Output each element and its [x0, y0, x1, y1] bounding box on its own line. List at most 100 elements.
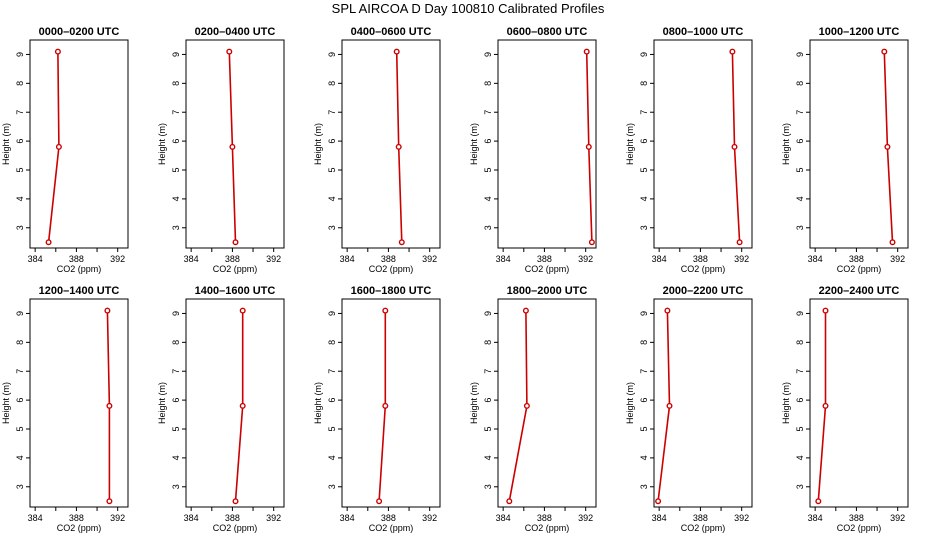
panel-11: 2000–2200 UTC 384 388 392 3 4 5 6 7 8 9 CO2 (ppm) He… — [625, 285, 753, 533]
x-tick-label: 384 — [28, 513, 43, 523]
x-axis-label: CO2 (ppm) — [525, 264, 570, 274]
y-tick-label: 3 — [327, 484, 337, 489]
x-tick-label: 392 — [578, 254, 593, 264]
data-point — [104, 307, 111, 314]
y-tick-label: 5 — [483, 426, 493, 431]
plot-frame — [341, 298, 441, 508]
y-tick-label: 7 — [639, 110, 649, 115]
data-point — [226, 48, 233, 55]
data-point — [229, 143, 236, 150]
plot-frame — [341, 39, 441, 249]
y-tick-label: 4 — [795, 455, 805, 460]
y-axis-label: Height (m) — [625, 123, 635, 165]
panel-title: 1800–2000 UTC — [507, 285, 588, 297]
panel-title: 0600–0800 UTC — [507, 26, 588, 38]
y-axis-label: Height (m) — [1, 123, 11, 165]
panel-4: 0600–0800 UTC 384 388 392 3 4 5 6 7 8 9 CO2 (ppm) He… — [469, 26, 597, 274]
x-axis-label: CO2 (ppm) — [57, 264, 102, 274]
y-tick-label: 6 — [483, 139, 493, 144]
panel-10: 1800–2000 UTC 384 388 392 3 4 5 6 7 8 9 CO2 (ppm) He… — [469, 285, 597, 533]
plot-frame — [497, 298, 597, 508]
y-tick-label: 6 — [171, 139, 181, 144]
data-point — [588, 239, 595, 246]
data-point — [382, 307, 389, 314]
panel-title: 1000–1200 UTC — [819, 26, 900, 38]
data-point — [664, 307, 671, 314]
y-axis-label: Height (m) — [469, 382, 479, 424]
data-point — [666, 402, 673, 409]
y-tick-label: 4 — [15, 196, 25, 201]
y-tick-label: 9 — [483, 52, 493, 57]
y-tick-label: 7 — [795, 110, 805, 115]
y-tick-label: 6 — [795, 398, 805, 403]
data-point — [815, 498, 822, 505]
y-tick-label: 8 — [327, 340, 337, 345]
data-point — [889, 239, 896, 246]
data-point — [822, 402, 829, 409]
plot-frame — [29, 298, 129, 508]
panel-title: 2000–2200 UTC — [663, 285, 744, 297]
y-tick-label: 7 — [15, 110, 25, 115]
x-tick-label: 388 — [693, 513, 708, 523]
y-tick-label: 8 — [327, 81, 337, 86]
y-tick-label: 8 — [639, 340, 649, 345]
y-tick-label: 8 — [15, 340, 25, 345]
y-tick-label: 5 — [483, 167, 493, 172]
y-tick-label: 5 — [15, 426, 25, 431]
y-tick-label: 9 — [795, 311, 805, 316]
y-tick-label: 9 — [327, 52, 337, 57]
y-tick-label: 7 — [171, 110, 181, 115]
data-point — [522, 307, 529, 314]
x-axis-label: CO2 (ppm) — [369, 523, 414, 533]
y-tick-label: 7 — [327, 369, 337, 374]
y-tick-label: 4 — [795, 196, 805, 201]
y-tick-label: 9 — [639, 52, 649, 57]
data-point — [393, 48, 400, 55]
data-point — [106, 402, 113, 409]
y-axis-label: Height (m) — [313, 123, 323, 165]
x-tick-label: 392 — [266, 254, 281, 264]
x-tick-label: 384 — [808, 513, 823, 523]
panel-title: 0400–0600 UTC — [351, 26, 432, 38]
data-point — [239, 307, 246, 314]
data-point — [583, 48, 590, 55]
panel-8: 1400–1600 UTC 384 388 392 3 4 5 6 7 8 9 CO2 (ppm) He… — [157, 285, 285, 533]
y-tick-label: 9 — [15, 52, 25, 57]
data-point — [585, 143, 592, 150]
x-tick-label: 384 — [496, 513, 511, 523]
y-tick-label: 4 — [639, 196, 649, 201]
x-tick-label: 392 — [734, 513, 749, 523]
x-axis-label: CO2 (ppm) — [525, 523, 570, 533]
data-point — [398, 239, 405, 246]
y-tick-label: 3 — [483, 484, 493, 489]
x-tick-label: 388 — [225, 513, 240, 523]
y-tick-label: 8 — [171, 81, 181, 86]
y-tick-label: 6 — [15, 139, 25, 144]
y-tick-label: 9 — [15, 311, 25, 316]
y-tick-label: 4 — [15, 455, 25, 460]
x-tick-label: 392 — [422, 513, 437, 523]
y-tick-label: 8 — [483, 81, 493, 86]
data-point — [45, 239, 52, 246]
data-point — [106, 498, 113, 505]
y-tick-label: 3 — [327, 225, 337, 230]
panel-title: 0200–0400 UTC — [195, 26, 276, 38]
main-title: SPL AIRCOA D Day 100810 Calibrated Profi… — [332, 1, 605, 16]
x-tick-label: 384 — [808, 254, 823, 264]
y-tick-label: 3 — [15, 225, 25, 230]
x-tick-label: 392 — [110, 513, 125, 523]
plot-frame — [185, 298, 285, 508]
data-point — [232, 498, 239, 505]
y-tick-label: 9 — [639, 311, 649, 316]
y-tick-label: 3 — [171, 484, 181, 489]
x-tick-label: 388 — [849, 254, 864, 264]
x-tick-label: 388 — [69, 513, 84, 523]
y-tick-label: 8 — [795, 81, 805, 86]
x-tick-label: 384 — [652, 513, 667, 523]
y-tick-label: 7 — [639, 369, 649, 374]
panel-title: 0000–0200 UTC — [39, 26, 120, 38]
x-axis-label: CO2 (ppm) — [681, 264, 726, 274]
y-tick-label: 6 — [795, 139, 805, 144]
